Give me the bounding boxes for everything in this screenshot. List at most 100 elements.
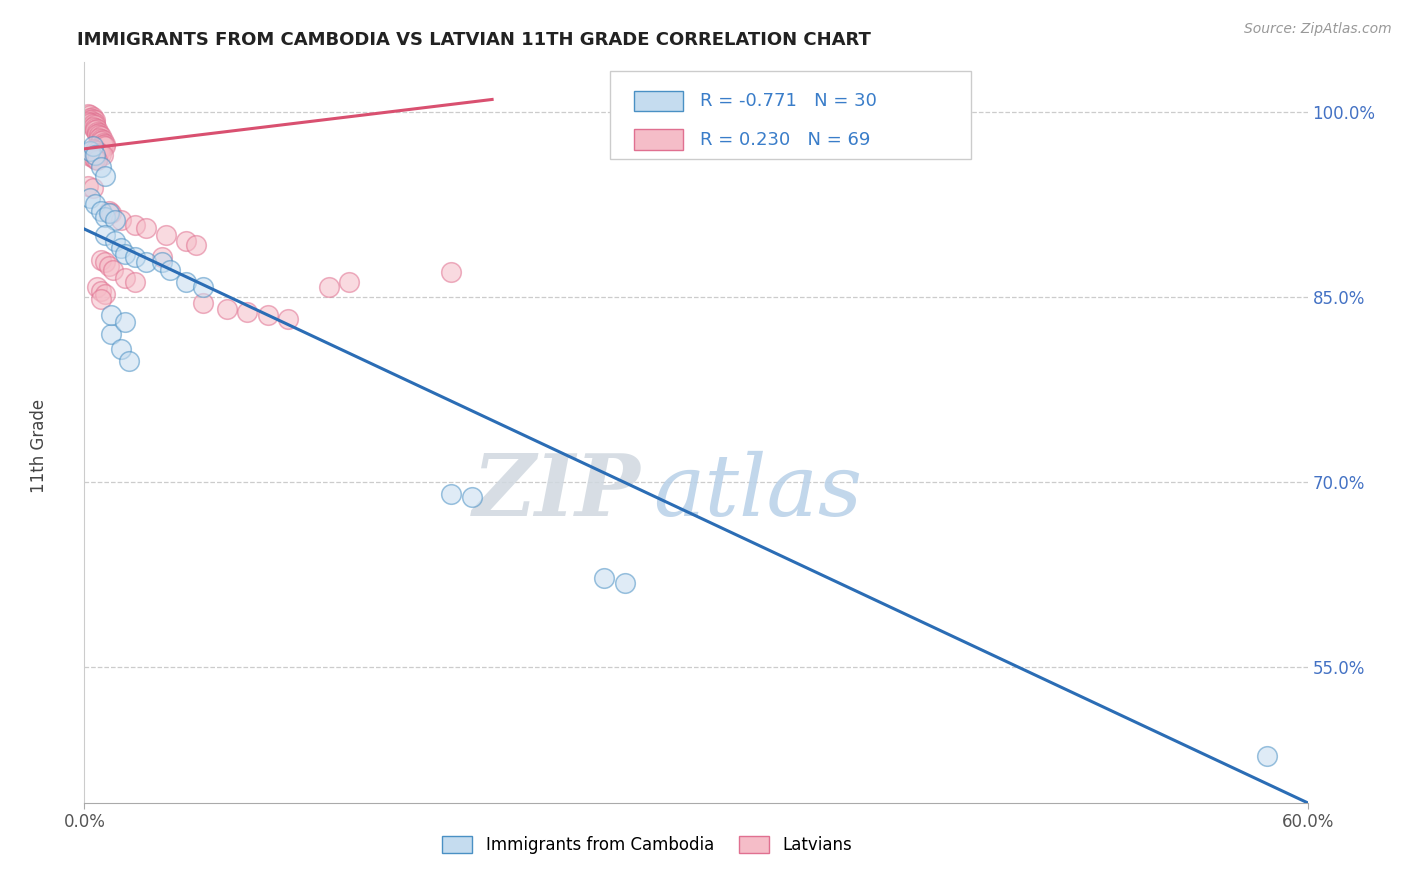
Point	[186, 238, 208, 252]
Point	[97, 259, 120, 273]
Point	[150, 251, 173, 265]
FancyBboxPatch shape	[610, 71, 972, 159]
Point	[100, 206, 122, 220]
Point	[91, 133, 114, 147]
Point	[90, 135, 112, 149]
Point	[124, 219, 146, 233]
Point	[93, 139, 115, 153]
Point	[83, 120, 105, 135]
Point	[82, 139, 104, 153]
Point	[191, 296, 214, 310]
Point	[217, 302, 239, 317]
Point	[104, 235, 127, 249]
Point	[124, 251, 146, 265]
Text: atlas: atlas	[654, 450, 862, 533]
Point	[90, 293, 112, 307]
Point	[135, 255, 157, 269]
Point	[77, 178, 100, 193]
Point	[440, 265, 463, 279]
Point	[86, 153, 108, 167]
Point	[79, 111, 101, 125]
Point	[82, 142, 104, 156]
Point	[318, 280, 340, 294]
Point	[83, 152, 105, 166]
Point	[90, 203, 112, 218]
Point	[593, 571, 616, 585]
Point	[82, 114, 104, 128]
Point	[155, 228, 177, 243]
Point	[110, 213, 132, 227]
Point	[236, 304, 259, 318]
Point	[339, 275, 361, 289]
Point	[93, 255, 115, 269]
Point	[82, 120, 104, 134]
Point	[114, 315, 136, 329]
Point	[83, 197, 105, 211]
Point	[118, 354, 141, 368]
Point	[135, 220, 157, 235]
Text: 11th Grade: 11th Grade	[31, 399, 48, 493]
Text: IMMIGRANTS FROM CAMBODIA VS LATVIAN 11TH GRADE CORRELATION CHART: IMMIGRANTS FROM CAMBODIA VS LATVIAN 11TH…	[77, 31, 872, 49]
Text: ZIP: ZIP	[472, 450, 641, 533]
Point	[97, 206, 120, 220]
Point	[79, 145, 101, 159]
Point	[82, 112, 104, 127]
Point	[277, 312, 299, 326]
Point	[90, 146, 112, 161]
Point	[83, 116, 105, 130]
Point	[82, 151, 104, 165]
Point	[93, 210, 115, 224]
Point	[97, 203, 120, 218]
FancyBboxPatch shape	[634, 129, 682, 150]
Point	[440, 487, 463, 501]
Point	[93, 169, 115, 183]
Point	[101, 262, 124, 277]
Point	[82, 110, 104, 124]
Point	[90, 284, 112, 298]
Point	[82, 181, 104, 195]
Point	[91, 136, 114, 150]
Point	[90, 132, 112, 146]
Text: Source: ZipAtlas.com: Source: ZipAtlas.com	[1244, 22, 1392, 37]
Point	[91, 138, 114, 153]
Point	[174, 275, 197, 289]
Point	[613, 576, 636, 591]
Point	[87, 145, 110, 160]
Point	[83, 143, 105, 157]
Text: R = -0.771   N = 30: R = -0.771 N = 30	[700, 92, 876, 110]
Point	[93, 228, 115, 243]
Point	[114, 246, 136, 260]
Point	[86, 280, 108, 294]
Point	[91, 148, 114, 162]
Text: R = 0.230   N = 69: R = 0.230 N = 69	[700, 131, 870, 149]
Point	[90, 129, 112, 144]
Point	[86, 127, 108, 141]
Point	[90, 252, 112, 267]
Point	[83, 148, 105, 162]
Point	[86, 124, 108, 138]
Point	[110, 342, 132, 356]
Point	[83, 113, 105, 128]
Point	[79, 108, 101, 122]
Point	[1256, 748, 1278, 763]
Point	[77, 107, 100, 121]
Point	[461, 490, 484, 504]
Point	[87, 126, 110, 140]
Point	[110, 240, 132, 255]
Point	[100, 309, 122, 323]
Point	[86, 122, 108, 136]
Point	[82, 117, 104, 131]
Point	[104, 213, 127, 227]
Legend: Immigrants from Cambodia, Latvians: Immigrants from Cambodia, Latvians	[436, 830, 859, 861]
Point	[257, 309, 280, 323]
Point	[79, 191, 101, 205]
Point	[79, 149, 101, 163]
Point	[77, 114, 100, 128]
Point	[191, 280, 214, 294]
Point	[83, 119, 105, 133]
Point	[87, 130, 110, 145]
Point	[86, 145, 108, 159]
Point	[124, 275, 146, 289]
Point	[83, 123, 105, 137]
Point	[100, 326, 122, 341]
